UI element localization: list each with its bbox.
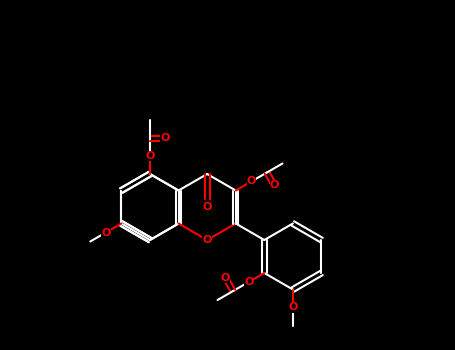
Text: O: O xyxy=(288,302,298,313)
Text: O: O xyxy=(247,176,256,187)
Text: O: O xyxy=(145,151,155,161)
Text: O: O xyxy=(101,228,111,238)
Text: O: O xyxy=(202,202,212,212)
Text: O: O xyxy=(202,235,212,245)
Text: O: O xyxy=(160,133,170,143)
Text: O: O xyxy=(221,273,230,283)
Text: O: O xyxy=(244,277,253,287)
Text: O: O xyxy=(270,181,279,190)
